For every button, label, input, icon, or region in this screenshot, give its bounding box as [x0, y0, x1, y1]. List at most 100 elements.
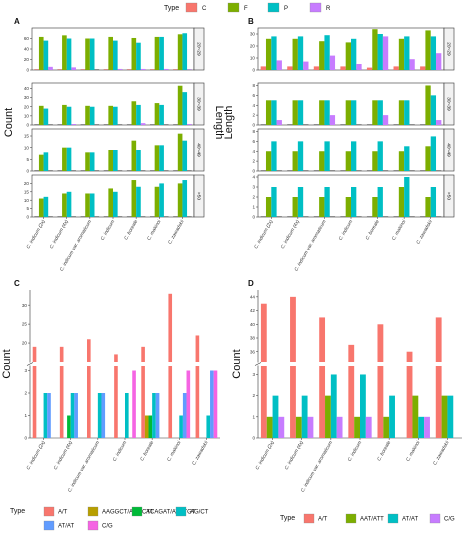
bar-c [393, 66, 399, 70]
bar-f [265, 38, 272, 70]
y-tick-label: 20 [24, 104, 30, 109]
bar-p [324, 100, 330, 125]
bar-segment-lower [348, 366, 355, 438]
bar-segment [186, 370, 191, 438]
bar-p [66, 38, 72, 70]
bar-p [89, 106, 95, 125]
bar-p [136, 150, 141, 171]
legend-swatch [185, 2, 198, 13]
bar-p [136, 186, 141, 217]
legend-label: AAGGCT/AGCCTT [102, 510, 154, 516]
category-label: C. indicum (2x) [25, 440, 47, 471]
bar-f [425, 146, 431, 171]
facet-axis-title: Length [213, 106, 225, 140]
y-tick-label: 38 [250, 336, 256, 341]
bar-segment [272, 395, 279, 438]
panel-c: C 0 1 2 3 20 25 30 C. indicum (2x) C. indicum (4x… [1, 279, 221, 531]
bar-p [297, 187, 304, 217]
bar-segment-lower [406, 366, 413, 438]
bar-segment [210, 370, 214, 438]
bar-segment [132, 370, 136, 438]
bar-segment-lower [319, 366, 326, 438]
bar-segment [354, 416, 360, 438]
bar-f [154, 186, 160, 217]
bar-p [404, 146, 410, 171]
panel-d: D 0 1 2 3 36 38 40 42 44 C. indicum (2x) C. indicum… [231, 279, 463, 524]
bar-c [313, 66, 320, 70]
bar-f [265, 151, 272, 171]
facet-strip [193, 82, 205, 126]
y-tick-label: 40 [250, 322, 256, 327]
bar-c [366, 67, 373, 70]
bar-f [265, 100, 272, 125]
bar-segment [179, 415, 183, 438]
bar-segment-upper [435, 317, 442, 362]
category-label: C. zawadskii [167, 218, 186, 245]
bar-f [62, 193, 67, 217]
y-tick-label: 0 [26, 215, 29, 220]
bar-p [113, 191, 118, 217]
category-label: C. indicum [338, 219, 355, 242]
axis-break-mark [254, 362, 262, 366]
bar-f [425, 197, 431, 217]
bar-r [276, 120, 282, 125]
facet-strip-label: 30~39 [196, 97, 202, 111]
bar-segment [67, 415, 71, 438]
y-tick-label: 2 [252, 113, 255, 118]
panel-letter: A [14, 17, 20, 26]
y-tick-label: 4 [252, 175, 255, 180]
panel-b: B20~29010203030~390246840~4902468>500123… [223, 17, 455, 272]
bar-f [38, 198, 44, 217]
bar-p [113, 106, 118, 125]
legend-swatch [87, 506, 99, 517]
y-tick-label: 44 [250, 294, 256, 299]
bar-segment [144, 415, 149, 438]
y-tick-label: 6 [252, 93, 255, 98]
facet-strip-label: 40~49 [446, 143, 452, 157]
bar-p [66, 106, 72, 125]
bar-segment [336, 416, 343, 438]
bar-p [271, 187, 277, 217]
panel-a: A20~29020406030~3901020304040~49051015>5… [3, 17, 225, 272]
legend-label: P [284, 6, 288, 12]
y-tick-label: 30 [250, 32, 256, 37]
y-tick-label: 4 [252, 103, 255, 108]
bar-c [80, 69, 86, 70]
bar-c [103, 69, 109, 70]
bar-p [351, 38, 357, 70]
bar-f [425, 85, 431, 125]
category-label: C. indicum [112, 440, 129, 463]
legend: Type A/T AAT/ATT AT/AT C/G [280, 513, 455, 524]
y-tick-label: 8 [252, 129, 255, 134]
bar-f [319, 100, 325, 125]
bar-r [303, 61, 309, 70]
y-tick-label: 0 [24, 436, 27, 441]
bar-c [126, 69, 132, 70]
bar-f [372, 151, 378, 171]
bar-p [89, 38, 95, 70]
bar-f [108, 105, 113, 125]
bar-f [108, 188, 113, 217]
bar-segment-upper [59, 346, 64, 362]
bar-segment-upper [406, 351, 413, 362]
category-label: C. indicum (2x) [253, 219, 275, 250]
bar-p [271, 36, 277, 70]
bar-f [131, 37, 137, 70]
category-label: C. indicum var. aromaticum [293, 219, 327, 272]
bar-p [159, 145, 164, 171]
y-tick-label: 0 [252, 215, 255, 220]
bar-segment-lower [290, 366, 296, 438]
bar-r [140, 68, 146, 70]
bar-segment [182, 393, 187, 438]
y-tick-label: 5 [26, 157, 29, 162]
y-tick-label: 20 [250, 44, 256, 49]
bar-segment-upper [168, 293, 173, 362]
bar-p [89, 152, 95, 171]
bar-f [372, 100, 378, 125]
bar-segment [325, 395, 331, 438]
bar-r [48, 66, 53, 70]
y-tick-label: 10 [250, 56, 256, 61]
bar-p [297, 100, 304, 125]
